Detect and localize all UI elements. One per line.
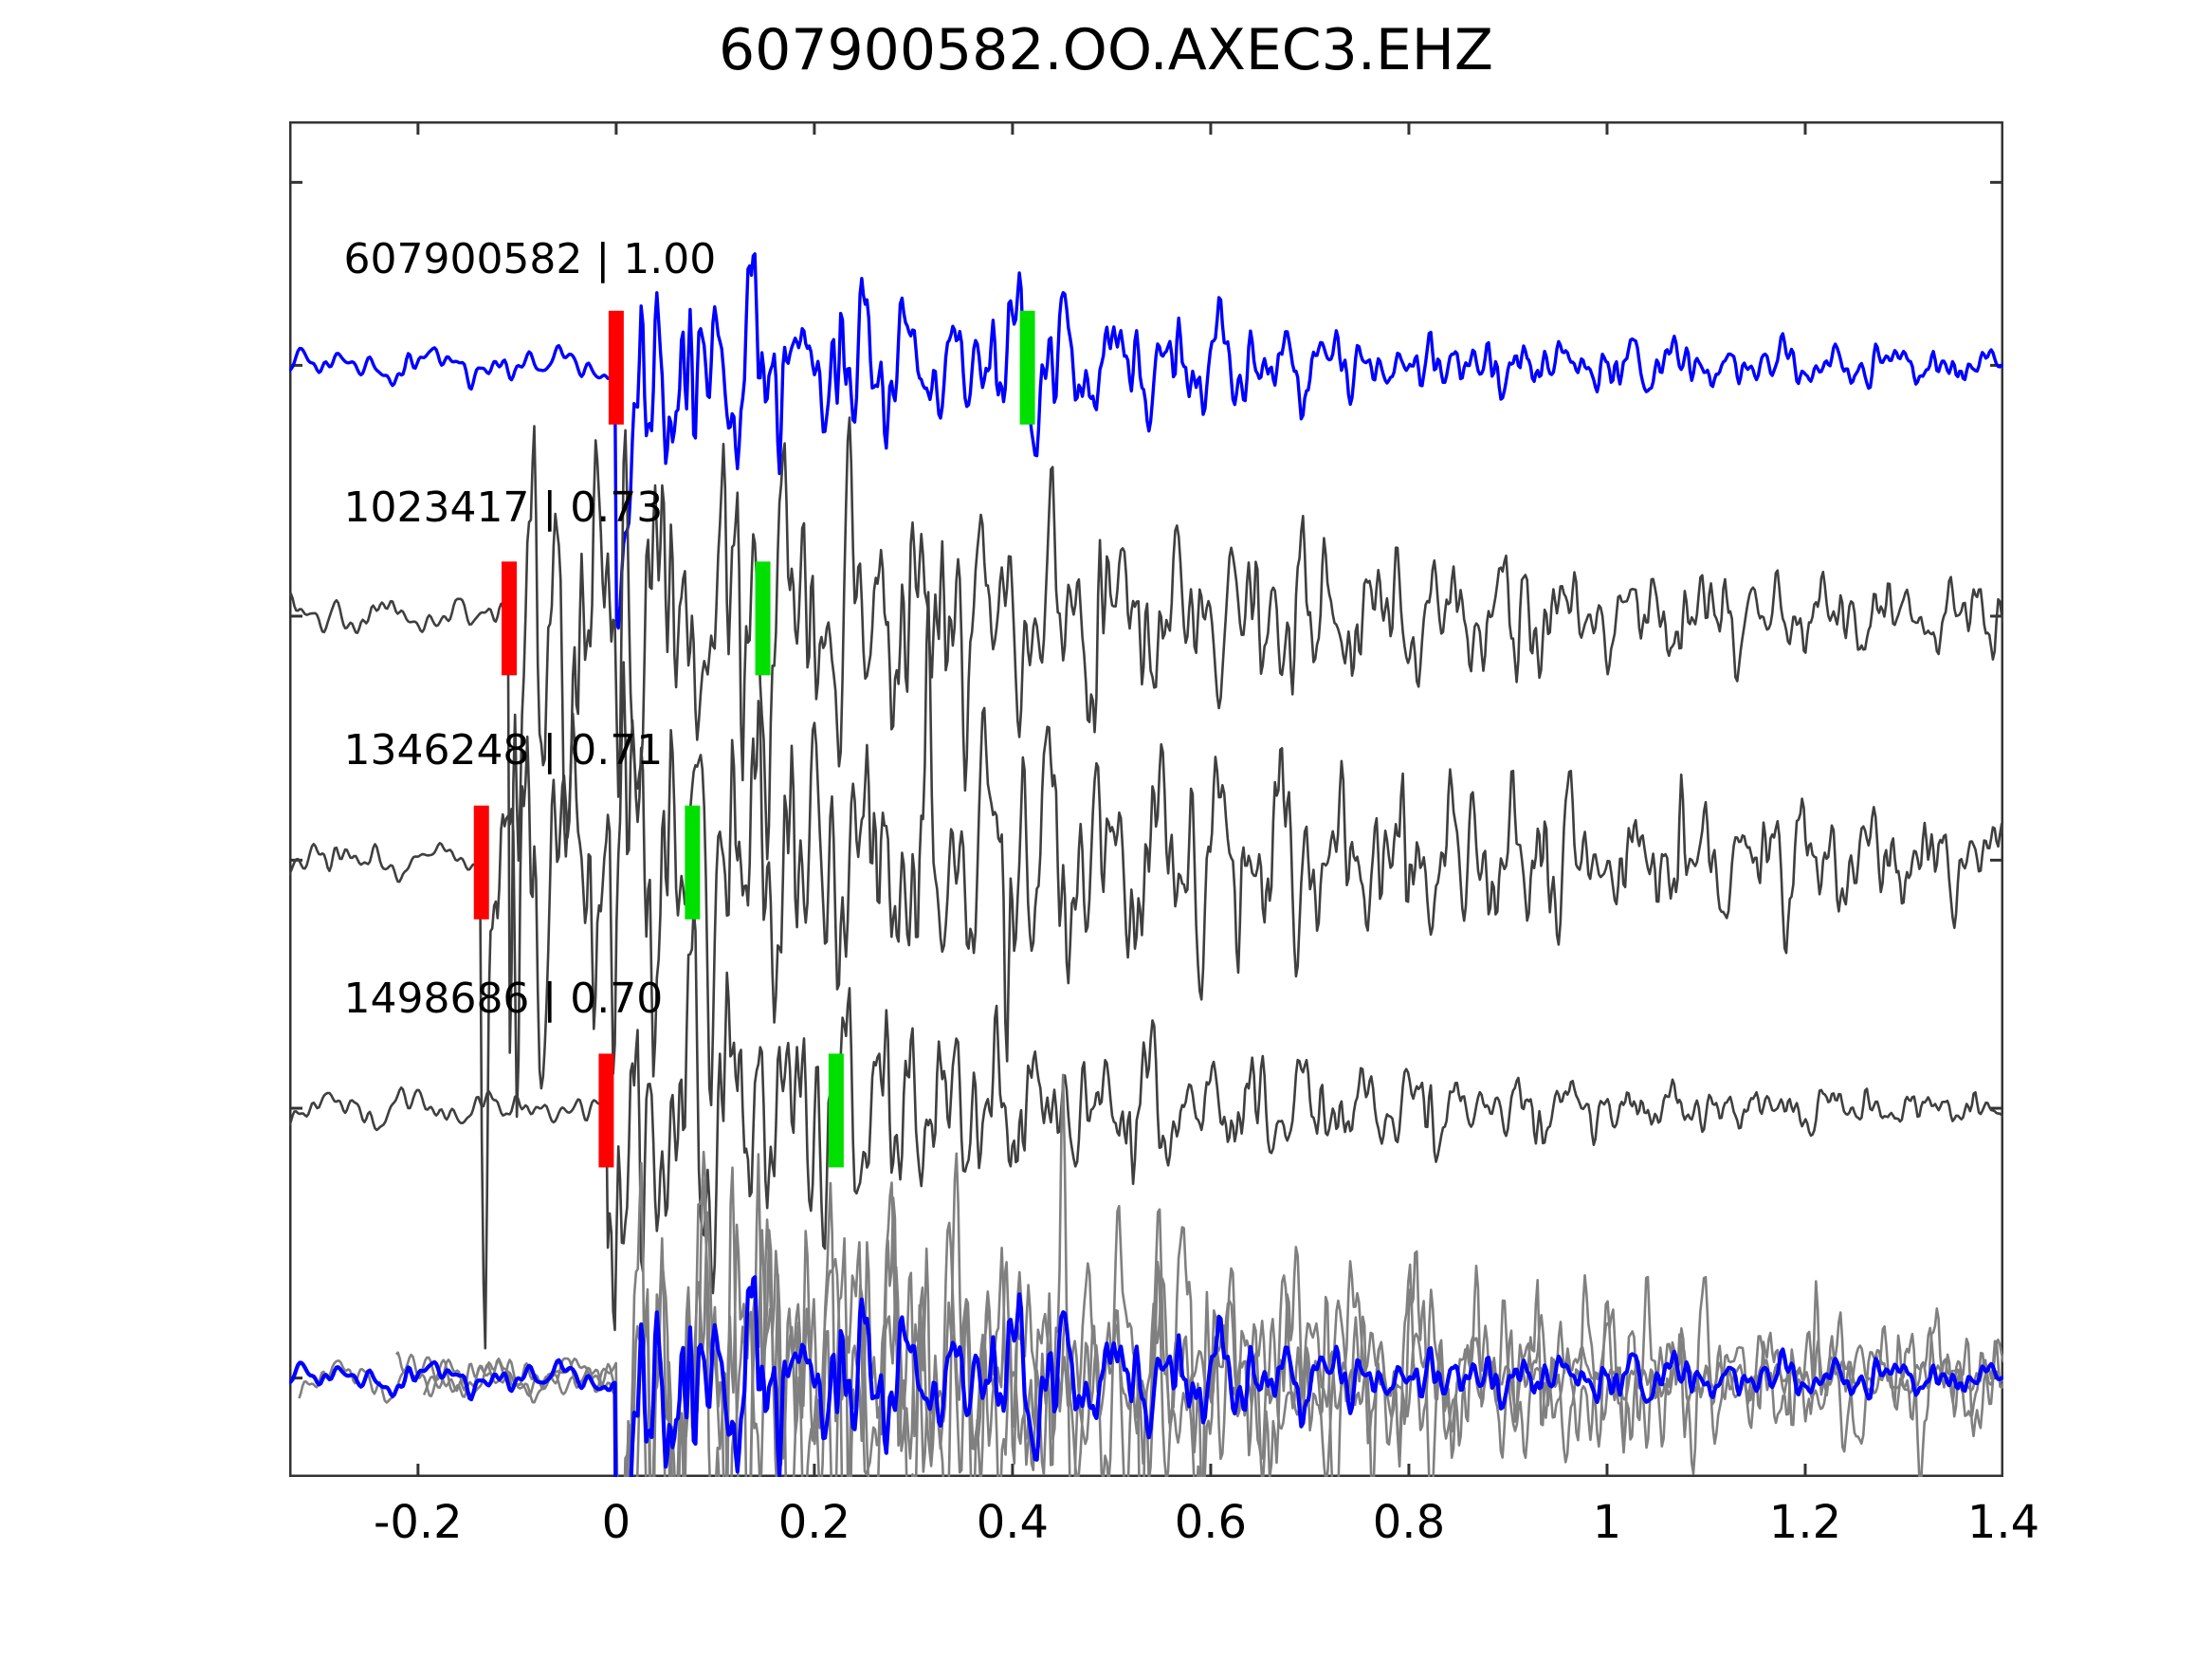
s-pick-marker-1346248: [685, 805, 701, 920]
trace-label-1346248: 1346248 | 0.71: [343, 725, 664, 775]
overlay-trace-template: [289, 1275, 2003, 1477]
s-pick-marker-1023417: [755, 561, 771, 676]
x-tick-label-2: 0.2: [777, 1496, 851, 1549]
trace-label-1023417: 1023417 | 0.73: [343, 483, 664, 532]
x-tick-label-6: 1: [1592, 1496, 1622, 1549]
trace-1498686: [289, 906, 2003, 1332]
plot-area: 607900582 | 1.00 1023417 | 0.73 1346248 | …: [289, 121, 2003, 1477]
s-pick-marker-607900582: [1019, 310, 1035, 425]
s-pick-marker-1498686: [828, 1053, 844, 1168]
waveform-canvas: [289, 121, 2003, 1477]
trace-label-607900582: 607900582 | 1.00: [343, 235, 717, 284]
trace-1346248: [289, 591, 2003, 1350]
x-tick-label-1: 0: [601, 1496, 631, 1549]
x-axis-tick-labels: -0.2 0 0.2 0.4 0.6 0.8 1 1.2 1.4: [0, 1496, 2212, 1562]
axes-frame: [289, 121, 2003, 1477]
phase-pick-markers: [473, 310, 1035, 1168]
x-tick-label-8: 1.4: [1966, 1496, 2040, 1549]
x-tick-label-4: 0.6: [1174, 1496, 1248, 1549]
p-pick-marker-1346248: [473, 805, 489, 920]
trace-label-1498686: 1498686 | 0.70: [343, 974, 664, 1023]
p-pick-marker-607900582: [608, 310, 624, 425]
x-tick-label-7: 1.2: [1768, 1496, 1842, 1549]
x-tick-label-5: 0.8: [1372, 1496, 1446, 1549]
x-tick-label-3: 0.4: [976, 1496, 1050, 1549]
waveform-traces: [289, 252, 2003, 1477]
p-pick-marker-1498686: [598, 1053, 614, 1168]
p-pick-marker-1023417: [502, 561, 518, 676]
trace-607900582: [289, 252, 2003, 630]
axis-ticks: [289, 121, 2003, 1477]
trace-1023417: [289, 416, 2003, 1054]
overlay-trace-1346248: [422, 1073, 2003, 1477]
overlay-trace-1498686: [298, 1150, 2003, 1477]
page-title: 607900582.OO.AXEC3.EHZ: [718, 17, 1494, 83]
x-tick-label-0: -0.2: [374, 1496, 463, 1549]
